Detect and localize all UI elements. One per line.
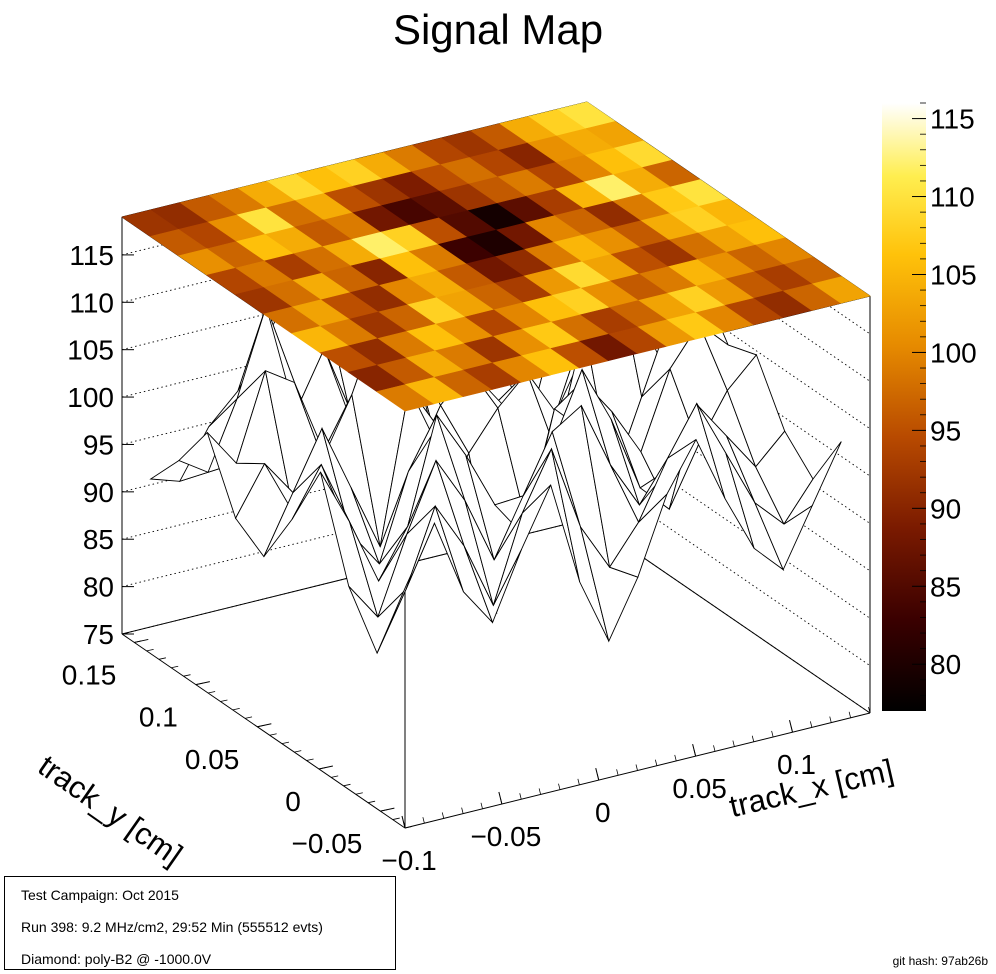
- y-minor-tick: [195, 682, 203, 685]
- x-minor-tick: [403, 821, 406, 829]
- colorbar-tick-label: 115: [930, 104, 975, 135]
- y-minor-tick: [343, 783, 351, 787]
- x-minor-tick: [868, 706, 871, 714]
- x-minor-tick: [596, 773, 600, 781]
- y-minor-tick: [380, 809, 388, 812]
- axis-ticks: 7580859095100105110115−0.1−0.0500.050.1−…: [62, 240, 871, 876]
- y-minor-tick: [134, 640, 142, 643]
- z-tick-label: 90: [83, 477, 114, 508]
- y-tick-label: −0.05: [292, 828, 363, 859]
- y-minor-tick: [404, 826, 413, 829]
- colorbar-tick-label: 105: [930, 259, 977, 290]
- x-minor-tick: [480, 802, 483, 809]
- z-tick-label: 110: [69, 287, 114, 318]
- y-minor-tick: [331, 775, 339, 778]
- run-info-box: Test Campaign: Oct 2015 Run 398: 9.2 MHz…: [4, 876, 396, 970]
- y-minor-tick: [257, 724, 265, 728]
- y-minor-tick: [355, 792, 363, 795]
- x-minor-tick: [461, 807, 464, 814]
- colorbar-tick-label: 85: [930, 571, 961, 602]
- x-tick-label: 0.1: [777, 749, 816, 780]
- frame-edge: [121, 633, 406, 829]
- colorbar: 80 85 90 95 100 105 110 115: [882, 102, 977, 711]
- heatmap-cell: [811, 276, 871, 304]
- x-minor-tick: [713, 745, 716, 752]
- z-gridline: [121, 234, 871, 430]
- x-minor-tick: [422, 817, 425, 824]
- y-minor-tick: [220, 699, 228, 702]
- x-minor-tick: [848, 711, 852, 718]
- y-tick-label: 0.05: [185, 744, 240, 775]
- z-tick-label: 95: [83, 429, 114, 460]
- y-minor-tick: [232, 708, 240, 711]
- y-tick-label: 0.1: [139, 702, 178, 733]
- colorbar-tick-label: 100: [930, 337, 977, 368]
- z-tick-label: 105: [67, 335, 114, 366]
- x-minor-tick: [538, 788, 542, 795]
- y-minor-tick: [281, 741, 290, 745]
- z-gridline: [121, 471, 871, 666]
- x-minor-tick: [441, 812, 445, 819]
- z-tick-label: 80: [83, 572, 114, 603]
- x-minor-tick: [829, 716, 832, 723]
- z-tick-label: 100: [67, 382, 114, 413]
- y-minor-tick: [158, 657, 166, 660]
- x-minor-tick: [732, 740, 735, 747]
- y-minor-tick: [208, 691, 216, 694]
- x-minor-tick: [558, 783, 561, 790]
- x-tick-label: −0.1: [381, 845, 436, 876]
- z-tick-label: 115: [69, 240, 114, 271]
- y-minor-tick: [368, 800, 376, 804]
- x-tick-label: 0: [595, 797, 611, 828]
- x-tick-label: 0.05: [672, 773, 727, 804]
- colorbar-tick-label: 90: [930, 493, 961, 524]
- run-label: Run 398: 9.2 MHz/cm2, 29:52 Min (555512 …: [21, 919, 323, 935]
- colorbar-tick-label: 95: [930, 415, 961, 446]
- y-tick-label: 0: [285, 786, 301, 817]
- x-minor-tick: [771, 730, 774, 738]
- campaign-label: Test Campaign: Oct 2015: [21, 887, 179, 903]
- x-minor-tick: [577, 778, 580, 785]
- x-minor-tick: [693, 750, 697, 757]
- diamond-label: Diamond: poly-B2 @ -1000.0V: [21, 951, 212, 967]
- y-minor-tick: [306, 758, 314, 761]
- colorbar-tick-label: 110: [930, 182, 975, 213]
- git-hash: git hash: 97ab26b: [892, 954, 988, 968]
- y-minor-tick: [244, 716, 253, 719]
- y-minor-tick: [171, 665, 179, 669]
- colorbar-tick-label: 80: [930, 649, 961, 680]
- z-tick-label: 75: [83, 619, 114, 650]
- colorbar-gradient: [882, 103, 926, 711]
- y-minor-tick: [294, 750, 302, 753]
- y-minor-tick: [183, 674, 191, 677]
- y-minor-tick: [121, 632, 130, 635]
- x-minor-tick: [519, 793, 522, 800]
- y-minor-tick: [146, 648, 154, 652]
- x-tick-label: −0.05: [470, 821, 541, 852]
- y-minor-tick: [392, 817, 400, 820]
- y-minor-tick: [269, 733, 277, 736]
- top-heatmap: [121, 101, 871, 412]
- surface-cell: [783, 441, 842, 525]
- x-minor-tick: [635, 764, 638, 771]
- x-minor-tick: [674, 754, 677, 762]
- x-minor-tick: [751, 735, 755, 742]
- x-minor-tick: [499, 797, 503, 805]
- chart-title: Signal Map: [392, 6, 604, 53]
- y-tick-label: 0.15: [62, 659, 117, 690]
- x-minor-tick: [654, 759, 658, 766]
- x-minor-tick: [809, 721, 813, 728]
- y-minor-tick: [318, 767, 326, 770]
- z-tick-label: 85: [83, 524, 114, 555]
- x-minor-tick: [790, 726, 793, 733]
- x-minor-tick: [616, 769, 619, 776]
